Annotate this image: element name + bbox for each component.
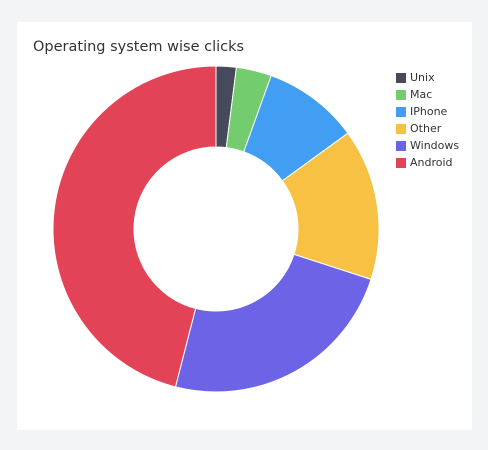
legend-swatch xyxy=(396,158,406,168)
slice xyxy=(52,65,217,388)
legend-swatch xyxy=(396,90,406,100)
legend-label: Windows xyxy=(410,139,459,152)
chart-title: Operating system wise clicks xyxy=(33,39,244,55)
legend-swatch xyxy=(396,73,406,83)
legend-swatch xyxy=(396,107,406,117)
legend-swatch xyxy=(396,141,406,151)
legend-label: Other xyxy=(410,122,442,135)
legend-swatch xyxy=(396,124,406,134)
legend: Unix Mac IPhone Other Windows Android xyxy=(396,71,459,169)
legend-label: Unix xyxy=(410,71,435,84)
slices xyxy=(52,65,380,393)
slice xyxy=(174,253,372,393)
legend-label: Mac xyxy=(410,88,432,101)
legend-label: Android xyxy=(410,156,453,169)
legend-label: IPhone xyxy=(410,105,448,118)
